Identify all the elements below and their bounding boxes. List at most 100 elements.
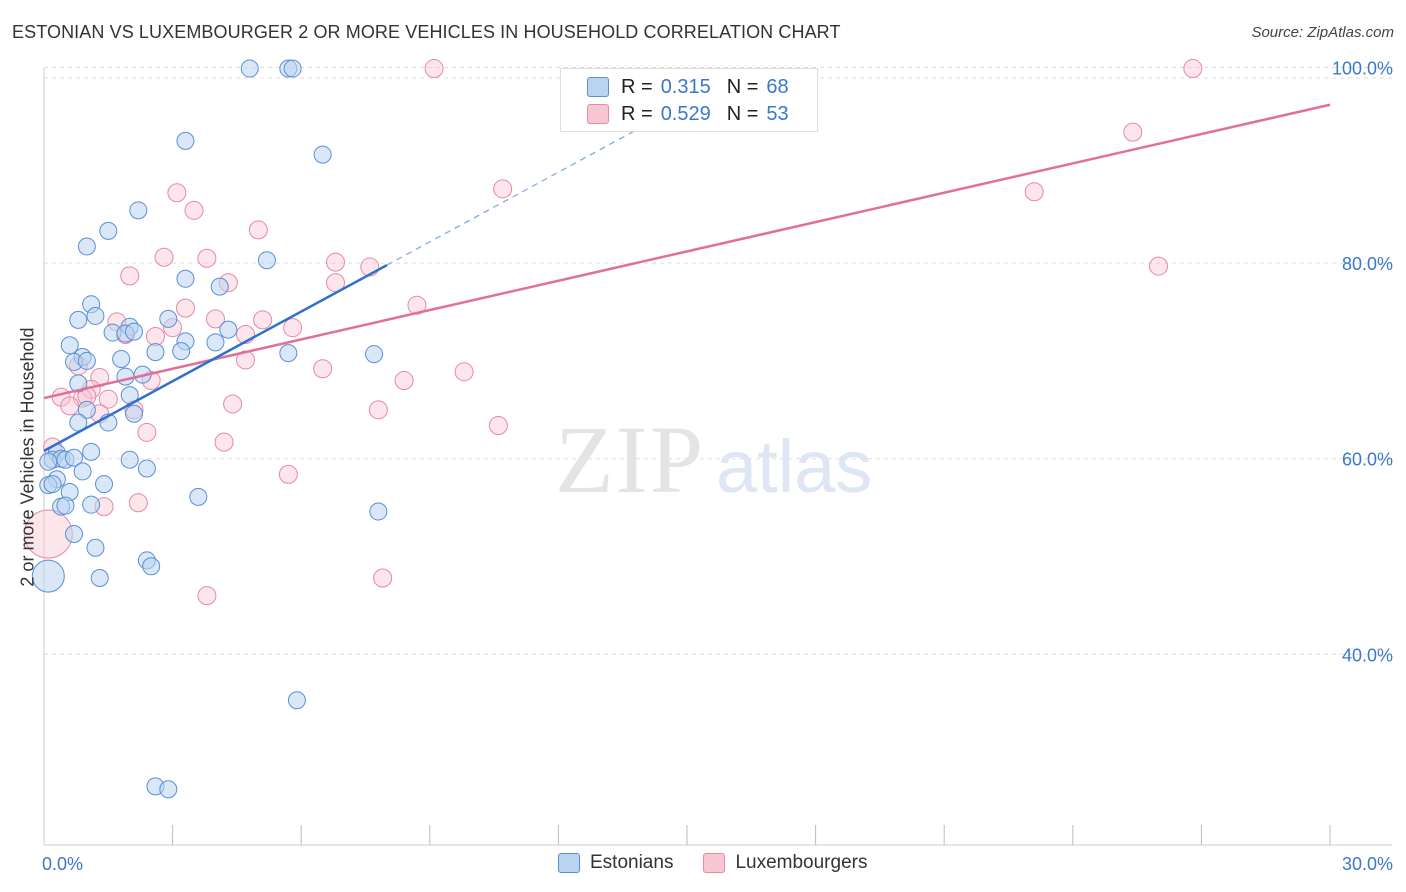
y-tick-label: 60.0% (1342, 450, 1393, 470)
r-label: R = (621, 75, 653, 98)
tick-labels: 40.0% 60.0% 80.0% 100.0% 0.0% 30.0% (42, 59, 1393, 874)
y-axis-label: 2 or more Vehicles in Household (17, 327, 38, 587)
legend-item-luxembourgers[interactable]: Luxembourgers (703, 852, 867, 874)
estonians-point (257, 251, 276, 270)
luxembourgers-point (1024, 182, 1044, 202)
y-tick-label: 80.0% (1342, 254, 1393, 274)
x-tick-label: 30.0% (1342, 854, 1393, 874)
r-value: 0.529 (660, 102, 711, 125)
estonians-point (56, 496, 75, 515)
watermark: ZIP atlas (555, 406, 872, 513)
estonians-point (125, 404, 144, 423)
estonians-point (159, 309, 178, 328)
estonians-point (129, 201, 148, 220)
y-tick-label: 100.0% (1332, 59, 1393, 79)
luxembourgers-point (313, 359, 333, 379)
estonians-point (206, 333, 225, 352)
source-label: Source: ZipAtlas.com (1251, 24, 1394, 41)
estonians-point (95, 475, 114, 494)
estonians-point (65, 448, 84, 467)
estonians-point (77, 237, 96, 256)
estonians-point (99, 221, 118, 240)
watermark-zip: ZIP (555, 406, 705, 513)
estonians-point (210, 277, 229, 296)
luxembourgers-point (278, 464, 298, 484)
estonians-point (125, 322, 144, 341)
luxembourgers-point (167, 183, 187, 203)
estonians-point (287, 691, 306, 710)
luxembourgers-point (248, 220, 268, 240)
luxembourgers-point (197, 248, 217, 268)
estonians-point (137, 459, 156, 478)
estonians-point (82, 495, 101, 514)
n-value: 68 (766, 75, 789, 98)
luxembourgers-legend-swatch (703, 853, 726, 873)
estonians-point (77, 351, 96, 370)
y-tick-label: 40.0% (1342, 645, 1393, 665)
luxembourgers-point (325, 252, 345, 272)
luxembourgers-point (205, 309, 225, 329)
luxembourgers-trendline (43, 103, 1331, 400)
legend-label: Luxembourgers (735, 852, 868, 873)
estonians-point (86, 306, 105, 325)
estonians-trendline (43, 263, 388, 452)
estonians-point (369, 502, 388, 521)
n-value: 53 (766, 102, 789, 125)
estonians-point (39, 452, 58, 471)
luxembourgers-point (373, 568, 393, 588)
estonians-point (146, 343, 165, 362)
luxembourgers-point (197, 586, 217, 606)
chart-title: ESTONIAN VS LUXEMBOURGER 2 OR MORE VEHIC… (12, 22, 841, 42)
estonians-point (82, 442, 101, 461)
luxembourgers-point (145, 326, 165, 346)
luxembourgers-point (223, 394, 243, 414)
estonians-point (90, 569, 109, 588)
estonians-point (240, 59, 259, 78)
series-legend: Estonians Luxembourgers (558, 852, 897, 874)
luxembourgers-point (488, 415, 508, 435)
estonians-point (112, 349, 131, 368)
watermark-atlas: atlas (716, 425, 872, 508)
luxembourgers-point (394, 370, 414, 390)
legend-label: Estonians (590, 852, 674, 873)
estonians-point (283, 59, 302, 78)
estonians-point (120, 450, 139, 469)
estonians-point (77, 400, 96, 419)
estonians-point (365, 345, 384, 364)
estonians-point (219, 320, 238, 339)
estonians-point (142, 557, 161, 576)
r-value: 0.315 (660, 75, 711, 98)
luxembourgers-point (175, 298, 195, 318)
estonians-point (43, 475, 62, 494)
luxembourgers-point (493, 179, 513, 199)
x-tick-label: 0.0% (42, 854, 83, 874)
luxembourgers-points (23, 59, 1203, 606)
estonians-point (189, 487, 208, 506)
luxembourgers-point (120, 266, 140, 286)
estonians-points (31, 59, 388, 799)
estonians-point (176, 269, 195, 288)
estonians-point (172, 342, 191, 361)
estonians-point (69, 374, 88, 393)
legend-item-estonians[interactable]: Estonians (558, 852, 673, 874)
estonians-point (313, 145, 332, 164)
stats-legend: R = 0.315 N = 68 R = 0.529 N = 53 (560, 68, 818, 132)
trend-layer (43, 78, 1331, 452)
luxembourgers-point (424, 59, 444, 79)
luxembourgers-point (60, 396, 80, 416)
estonians-point (69, 310, 88, 329)
luxembourgers-point (253, 310, 273, 330)
estonians-point (159, 780, 178, 799)
estonians-point (31, 559, 65, 593)
luxembourgers-point (154, 247, 174, 267)
estonians-point (279, 344, 298, 363)
luxembourgers-swatch (587, 104, 609, 124)
luxembourgers-point (1183, 59, 1203, 79)
r-label: R = (621, 102, 653, 125)
estonians-legend-swatch (558, 853, 580, 873)
estonians-point (73, 462, 92, 481)
luxembourgers-point (184, 200, 204, 220)
estonians-point (86, 538, 105, 557)
luxembourgers-point (454, 362, 474, 382)
